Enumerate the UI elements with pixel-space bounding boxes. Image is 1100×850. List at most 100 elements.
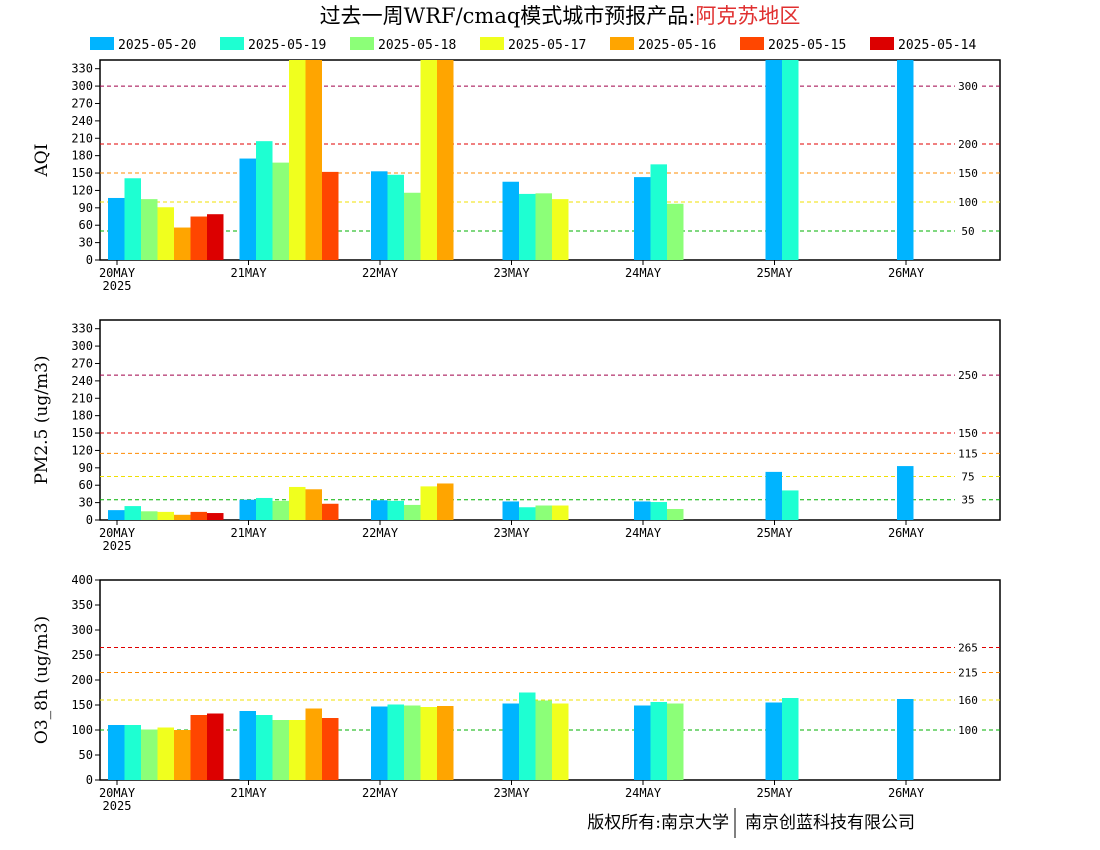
x-tick-label: 24MAY	[625, 526, 662, 540]
legend-label-2025-05-15: 2025-05-15	[768, 38, 846, 53]
legend-label-2025-05-17: 2025-05-17	[508, 38, 586, 53]
y-tick-label: 210	[71, 131, 93, 145]
y-tick-label: 60	[79, 218, 93, 232]
pm25-panel: 250 150 115 75 35 0 30 60 90 120 150 180 210 240 270 30…	[32, 319, 1001, 553]
y-tick-label: 350	[71, 598, 93, 612]
bar-2025-05-20-20MAY	[108, 197, 125, 260]
bar-2025-05-16-21MAY	[305, 708, 322, 780]
x-tick-label: 25MAY	[756, 266, 793, 280]
bar-2025-05-17-21MAY	[289, 720, 306, 780]
bar-2025-05-20-25MAY	[765, 702, 782, 780]
bar-2025-05-17-22MAY	[420, 486, 437, 520]
bar-2025-05-18-20MAY	[141, 199, 158, 260]
bar-2025-05-16-21MAY	[305, 60, 322, 260]
bar-2025-05-18-23MAY	[535, 505, 552, 520]
bar-2025-05-19-20MAY	[124, 506, 141, 520]
bar-2025-05-17-23MAY	[552, 703, 569, 780]
bar-2025-05-17-23MAY	[552, 199, 569, 260]
y-tick-label: 0	[86, 253, 93, 267]
bar-2025-05-16-20MAY	[174, 514, 191, 520]
bar-2025-05-17-20MAY	[157, 207, 174, 260]
bar-2025-05-18-22MAY	[404, 192, 421, 260]
bar-2025-05-20-22MAY	[371, 171, 388, 260]
legend-label-2025-05-14: 2025-05-14	[898, 38, 976, 53]
y-axis-label: O3_8h (ug/m3)	[32, 616, 52, 744]
y-tick-label: 90	[79, 201, 93, 215]
legend-swatch-2025-05-18	[350, 37, 374, 50]
bar-2025-05-19-23MAY	[519, 507, 536, 520]
footer-copyright: 版权所有:南京大学	[587, 813, 729, 833]
chart-title-main: 过去一周WRF/cmaq模式城市预报产品:	[320, 4, 696, 28]
y-tick-label: 120	[71, 183, 93, 197]
plot-frame	[99, 319, 1001, 521]
x-tick-year: 2025	[103, 799, 132, 813]
bar-2025-05-17-20MAY	[157, 511, 174, 520]
bar-2025-05-14-20MAY	[207, 713, 224, 780]
bar-2025-05-17-21MAY	[289, 486, 306, 520]
x-tick-label: 21MAY	[230, 266, 267, 280]
bar-2025-05-15-20MAY	[190, 715, 207, 780]
aqi-panel: 300 200 150 100 50 0 30 60 90 120 150 180 210 240 270 3…	[32, 59, 1001, 293]
y-tick-label: 330	[71, 322, 93, 336]
legend-swatch-2025-05-17	[480, 37, 504, 50]
bar-2025-05-20-24MAY	[634, 501, 651, 520]
threshold-label-bg	[955, 226, 981, 237]
y-tick-label: 100	[71, 723, 93, 737]
threshold-label-bg	[955, 667, 981, 678]
legend-swatch-2025-05-15	[740, 37, 764, 50]
x-tick-label: 20MAY	[99, 266, 136, 280]
chart-title: 过去一周WRF/cmaq模式城市预报产品:阿克苏地区	[320, 4, 801, 28]
bar-2025-05-18-20MAY	[141, 511, 158, 520]
bar-2025-05-19-25MAY	[782, 60, 799, 260]
bar-2025-05-19-24MAY	[650, 702, 667, 780]
bar-2025-05-20-22MAY	[371, 706, 388, 780]
y-tick-label: 150	[71, 698, 93, 712]
bar-2025-05-19-21MAY	[256, 141, 273, 260]
threshold-label-bg	[955, 139, 981, 150]
threshold-label-100: 100	[958, 196, 978, 209]
threshold-label-265: 265	[958, 642, 978, 655]
bar-2025-05-20-24MAY	[634, 705, 651, 780]
bar-2025-05-19-20MAY	[124, 178, 141, 260]
bar-2025-05-19-23MAY	[519, 193, 536, 260]
bar-2025-05-20-26MAY	[897, 699, 914, 780]
y-tick-label: 270	[71, 96, 93, 110]
footer-company: 南京创蓝科技有限公司	[745, 813, 915, 833]
bar-2025-05-19-21MAY	[256, 715, 273, 780]
x-tick-year: 2025	[103, 539, 132, 553]
threshold-label-115: 115	[958, 447, 978, 460]
threshold-label-bg	[955, 81, 981, 92]
y-tick-label: 150	[71, 166, 93, 180]
bar-2025-05-19-22MAY	[387, 704, 404, 780]
legend-label-2025-05-20: 2025-05-20	[118, 38, 196, 53]
x-tick-label: 25MAY	[756, 526, 793, 540]
chart-title-region: 阿克苏地区	[695, 4, 800, 28]
x-tick-label: 24MAY	[625, 266, 662, 280]
y-tick-label: 90	[79, 461, 93, 475]
bar-2025-05-20-20MAY	[108, 510, 125, 520]
x-tick-label: 26MAY	[888, 786, 925, 800]
threshold-label-bg	[955, 448, 981, 459]
y-tick-label: 150	[71, 426, 93, 440]
x-tick-label: 22MAY	[362, 526, 399, 540]
bar-2025-05-15-20MAY	[190, 216, 207, 260]
x-tick-label: 24MAY	[625, 786, 662, 800]
bar-2025-05-16-21MAY	[305, 489, 322, 520]
x-tick-label: 22MAY	[362, 266, 399, 280]
y-axis-label: AQI	[32, 144, 52, 178]
bar-2025-05-17-23MAY	[552, 505, 569, 520]
threshold-label-bg	[955, 370, 981, 381]
y-tick-label: 270	[71, 356, 93, 370]
bar-2025-05-16-22MAY	[437, 483, 454, 520]
bar-2025-05-20-21MAY	[239, 158, 256, 260]
threshold-label-bg	[955, 168, 981, 179]
threshold-label-250: 250	[958, 369, 978, 382]
x-tick-label: 23MAY	[493, 526, 530, 540]
bar-2025-05-14-20MAY	[207, 513, 224, 520]
x-tick-label: 23MAY	[493, 786, 530, 800]
threshold-label-bg	[955, 642, 981, 653]
threshold-label-300: 300	[958, 80, 978, 93]
legend-swatch-2025-05-16	[610, 37, 634, 50]
bar-2025-05-19-25MAY	[782, 698, 799, 780]
